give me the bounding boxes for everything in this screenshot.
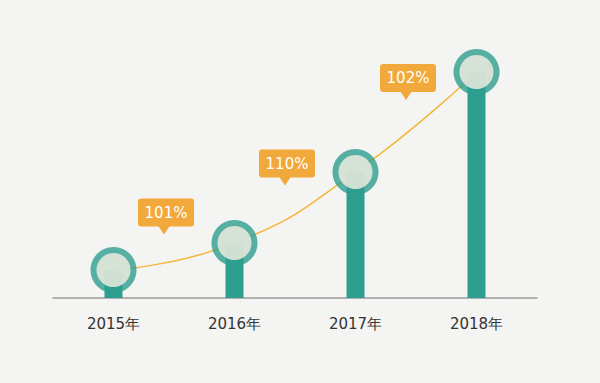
- svg-text:2018年: 2018年: [450, 315, 503, 333]
- svg-text:2017年: 2017年: [329, 315, 382, 333]
- svg-text:110%: 110%: [266, 155, 309, 173]
- svg-text:101%: 101%: [145, 204, 188, 222]
- svg-text:2016年: 2016年: [208, 315, 261, 333]
- svg-text:2015年: 2015年: [87, 315, 140, 333]
- svg-text:102%: 102%: [387, 69, 430, 87]
